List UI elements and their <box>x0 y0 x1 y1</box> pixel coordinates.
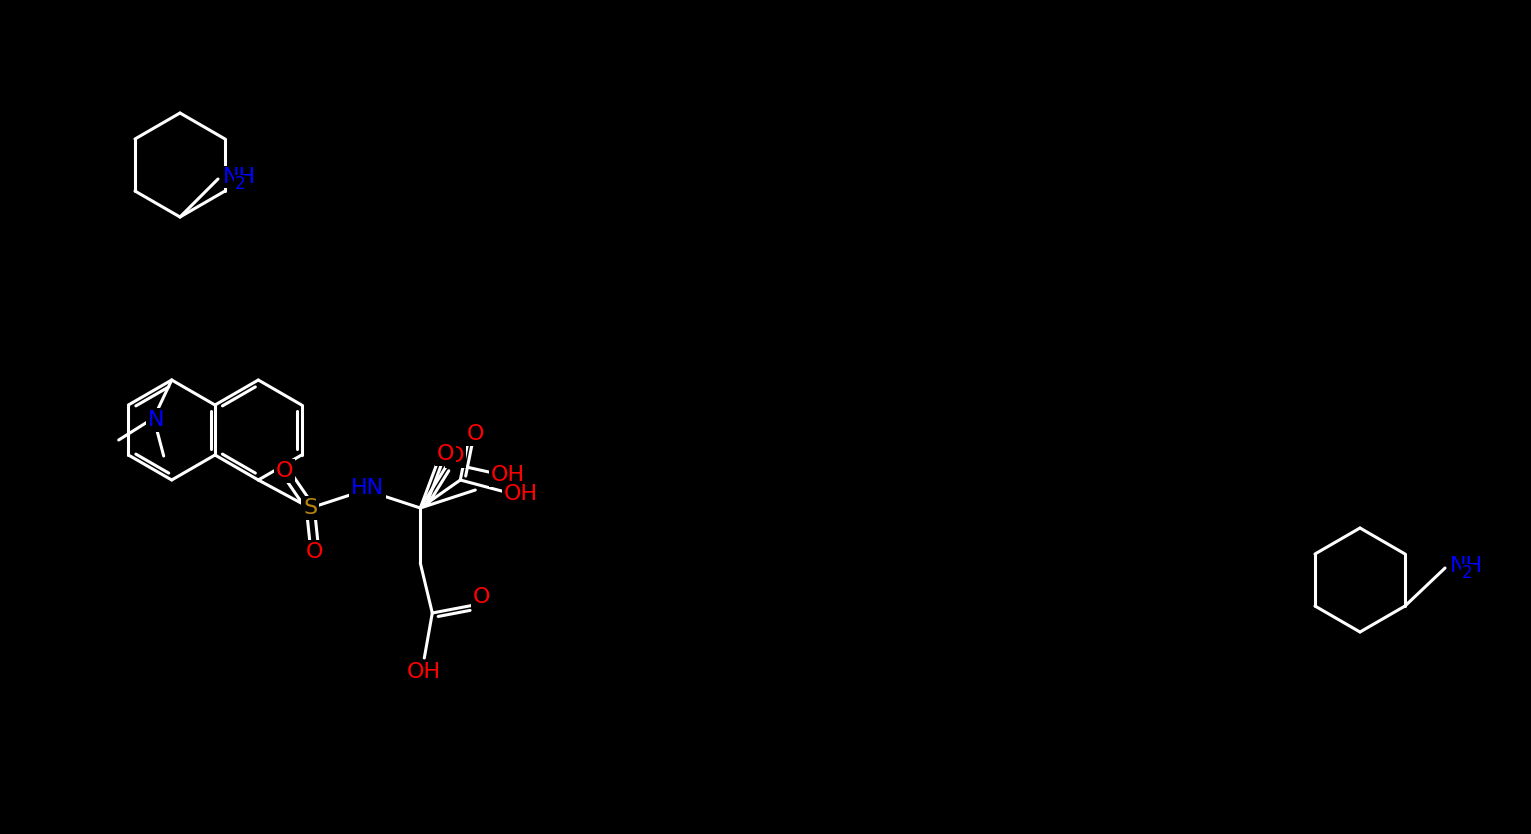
Text: O: O <box>447 446 464 466</box>
Text: S: S <box>303 498 317 518</box>
Text: O: O <box>473 587 490 607</box>
Text: 2: 2 <box>1462 564 1473 582</box>
Text: 2: 2 <box>234 175 245 193</box>
Text: O: O <box>436 444 455 464</box>
Text: HN: HN <box>351 478 384 498</box>
Text: O: O <box>276 461 292 481</box>
Text: O: O <box>467 424 484 444</box>
Text: OH: OH <box>504 484 539 504</box>
Text: NH: NH <box>1450 556 1484 576</box>
Text: NH: NH <box>224 167 256 187</box>
Text: O: O <box>306 542 323 562</box>
Text: N: N <box>147 410 164 430</box>
Text: OH: OH <box>407 662 441 682</box>
Text: OH: OH <box>491 465 525 485</box>
